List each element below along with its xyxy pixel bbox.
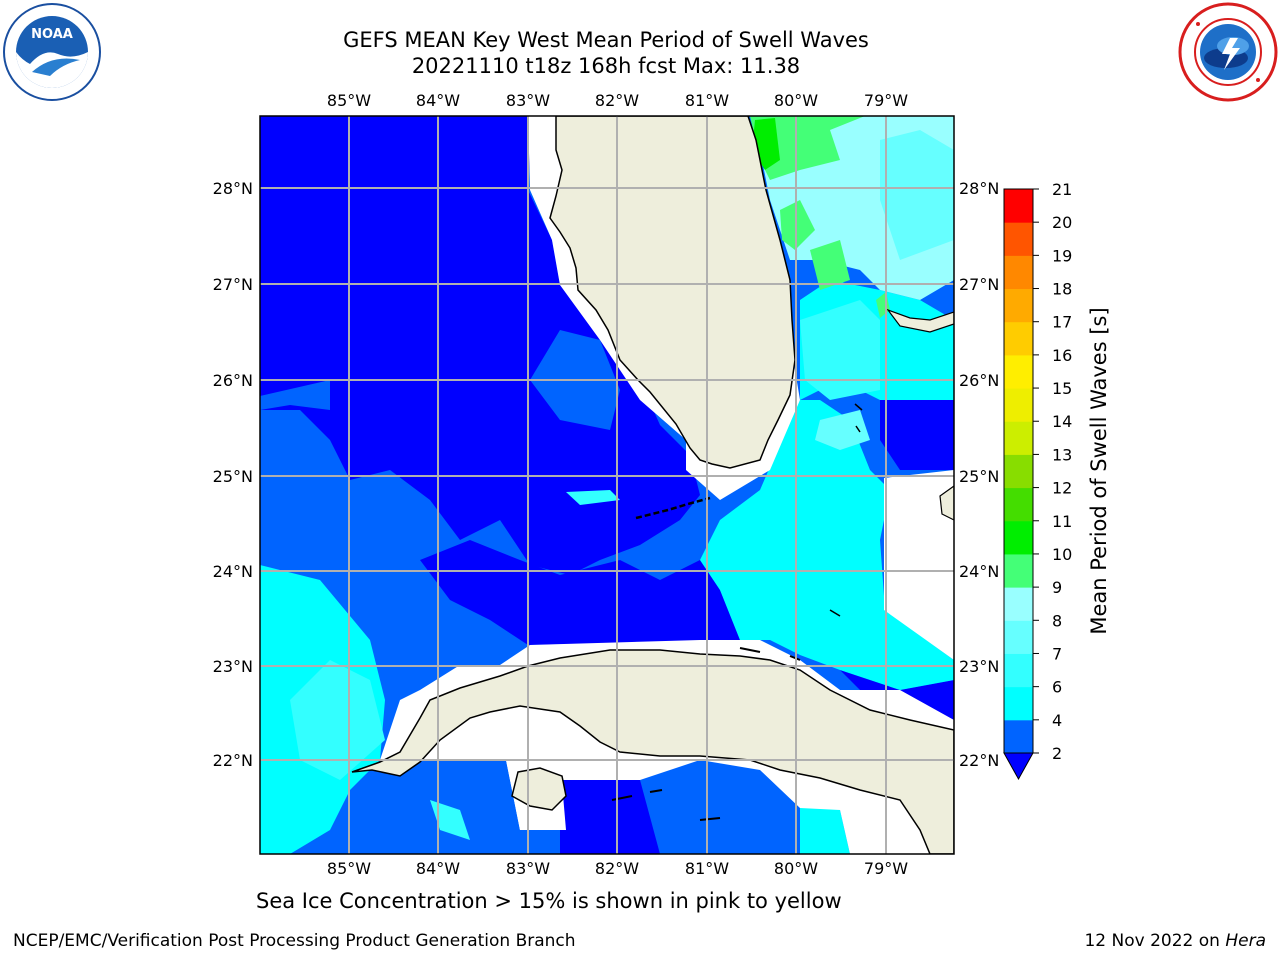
colorbar-segment [1004,520,1033,555]
colorbar-under-arrow [1003,752,1034,781]
colorbar: 2 4 6 7 8 9 10 11 12 13 14 15 16 17 18 19 20 21 [1003,180,1072,781]
colorbar-tick-label: 14 [1052,412,1072,431]
colorbar-label: Mean Period of Swell Waves [s] [1087,307,1111,634]
lat-label: 22°N [959,751,999,770]
lon-label: 84°W [416,91,460,110]
colorbar-outline [1003,188,1034,754]
lat-labels-right: 28°N 27°N 26°N 25°N 24°N 23°N 22°N [959,179,999,770]
lon-label: 79°W [864,91,908,110]
lat-label: 28°N [213,179,253,198]
noaa-logo-text: NOAA [31,27,73,42]
map-title: GEFS MEAN Key West Mean Period of Swell … [343,28,869,52]
lat-label: 28°N [959,179,999,198]
lon-label: 85°W [327,859,371,878]
colorbar-segment [1004,454,1033,489]
colorbar-tick-label: 16 [1052,346,1072,365]
lat-label: 25°N [959,467,999,486]
lon-label: 83°W [506,859,550,878]
lon-label: 83°W [506,91,550,110]
colorbar-segment [1004,719,1033,754]
map-frame [259,115,955,855]
lon-label: 81°W [685,91,729,110]
lat-label: 25°N [213,467,253,486]
lat-label: 26°N [213,371,253,390]
colorbar-tick-label: 13 [1052,445,1072,464]
sea-ice-note: Sea Ice Concentration > 15% is shown in … [256,889,842,913]
colorbar-segment [1004,421,1033,455]
lon-label: 85°W [327,91,371,110]
colorbar-segment [1004,255,1033,290]
lat-label: 23°N [959,657,999,676]
colorbar-tick-label: 20 [1052,213,1072,232]
colorbar-segment [1004,288,1033,323]
date-line: 12 Nov 2022 on Hera [1084,931,1266,951]
credit-line: NCEP/EMC/Verification Post Processing Pr… [13,931,576,951]
colorbar-tick-label: 15 [1052,379,1072,398]
colorbar-segment [1004,487,1033,522]
colorbar-segment [1004,587,1033,621]
machine-name: Hera [1225,931,1266,951]
lon-label: 82°W [595,91,639,110]
colorbar-segment [1004,686,1033,721]
colorbar-tick-label: 17 [1052,313,1072,332]
lon-label: 80°W [774,859,818,878]
colorbar-segment [1004,620,1033,654]
colorbar-tick-label: 11 [1052,512,1072,531]
colorbar-segment [1004,388,1033,422]
colorbar-tick-label: 7 [1052,644,1062,663]
colorbar-segment [1004,222,1033,256]
colorbar-segment [1004,321,1033,356]
map-subtitle: 20221110 t18z 168h fcst Max: 11.38 [411,54,801,78]
colorbar-tick-label: 4 [1052,711,1062,730]
colorbar-tick-label: 2 [1052,744,1062,763]
graticule [260,116,954,854]
nws-logo-icon [1178,2,1278,102]
lat-label: 22°N [213,751,253,770]
date-text: 12 Nov 2022 on [1084,931,1226,951]
swell-period-field [260,116,954,854]
colorbar-tick-label: 12 [1052,479,1072,498]
colorbar-tick-label: 19 [1052,246,1072,265]
colorbar-tick-label: 8 [1052,611,1062,630]
colorbar-tick-label: 6 [1052,678,1062,697]
lon-label: 81°W [685,859,729,878]
lon-labels-top: 85°W 84°W 83°W 82°W 81°W 80°W 79°W [327,91,908,110]
lat-label: 26°N [959,371,999,390]
colorbar-tick-label: 21 [1052,180,1072,199]
lon-label: 84°W [416,859,460,878]
colorbar-segment [1004,553,1033,588]
colorbar-segment [1004,653,1033,688]
lon-labels-bottom: 85°W 84°W 83°W 82°W 81°W 80°W 79°W [327,859,908,878]
land-cuba [351,649,954,854]
colorbar-tick-label: 9 [1052,578,1062,597]
colorbar-tick-label: 18 [1052,280,1072,299]
land-bahamas [886,308,954,333]
lat-label: 27°N [959,275,999,294]
lat-label: 23°N [213,657,253,676]
lat-label: 24°N [959,562,999,581]
lon-label: 82°W [595,859,639,878]
colorbar-segment [1004,189,1033,223]
lat-label: 27°N [213,275,253,294]
lon-label: 80°W [774,91,818,110]
colorbar-segment [1004,354,1033,389]
lat-label: 24°N [213,562,253,581]
colorbar-tick-label: 10 [1052,545,1072,564]
land-isla-juventud [511,767,567,811]
contour-9-10s [750,116,865,180]
lon-label: 79°W [864,859,908,878]
lat-labels-left: 28°N 27°N 26°N 25°N 24°N 23°N 22°N [213,179,253,770]
noaa-logo-icon: NOAA [3,3,101,101]
